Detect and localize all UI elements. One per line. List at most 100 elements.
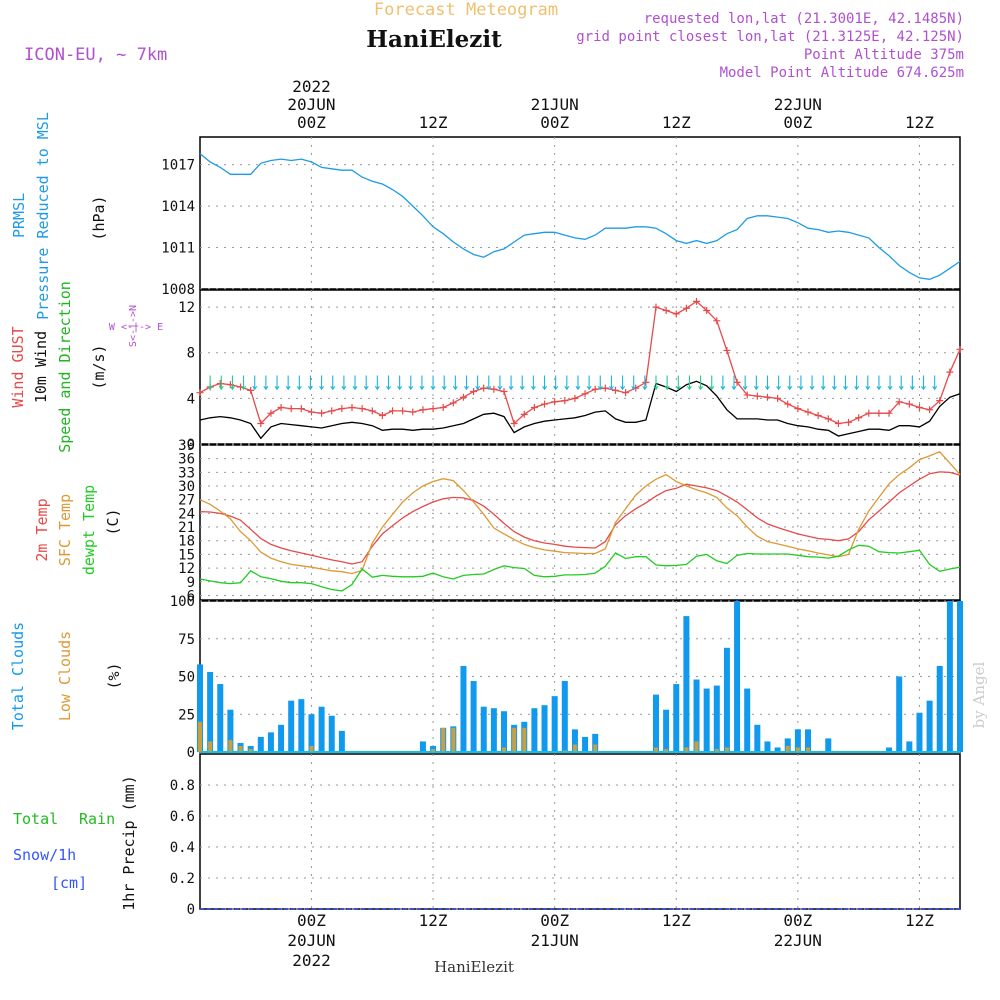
station-title: HaniElezit — [366, 26, 502, 53]
panel-1: 1008 1011 1014 1017 — [161, 136, 961, 298]
wind-arrow — [207, 375, 213, 391]
wind-arrow — [374, 375, 380, 391]
y-tick-label: 8 — [187, 346, 195, 362]
wind-arrow — [854, 375, 860, 391]
gust-marker — [510, 419, 518, 427]
celsius-unit: (C) — [104, 508, 122, 535]
total-cloud-bar — [784, 738, 791, 752]
wind-arrow — [386, 375, 391, 391]
total-cloud-bar — [419, 741, 426, 752]
total-cloud-bar — [683, 616, 690, 752]
total-cloud-bar — [886, 747, 893, 752]
gust-marker — [409, 408, 417, 416]
gust-marker — [915, 403, 923, 411]
total-cloud-bar — [308, 714, 315, 752]
low-cloud-bar — [694, 741, 699, 752]
footer-station: HaniElezit — [434, 958, 514, 976]
low-cloud-bar — [714, 748, 719, 752]
wind-arrow — [642, 375, 648, 391]
y-tick-label: 100 — [170, 594, 195, 610]
gust-marker — [622, 389, 630, 397]
gust-marker — [855, 414, 863, 422]
gust-marker — [693, 297, 701, 305]
low-cloud-bar — [664, 748, 669, 752]
total-cloud-bar — [764, 741, 771, 752]
gust-marker — [784, 400, 792, 408]
top-date-label: 21JUN — [531, 95, 579, 114]
low-cloud-bar — [684, 747, 689, 752]
top-tick-label: 12Z — [662, 113, 691, 132]
total-rain-rain: Rain — [79, 810, 115, 828]
y-tick-label: 18 — [178, 534, 195, 550]
total-cloud-bar — [592, 733, 599, 752]
total-cloud-bar — [318, 706, 325, 752]
y-tick-label: 1008 — [161, 282, 195, 298]
wind-arrow — [341, 375, 347, 391]
top-tick-label: 00Z — [540, 113, 569, 132]
total-cloud-bar — [541, 705, 548, 752]
low-cloud-bar — [562, 750, 567, 752]
model-altitude: Model Point Altitude 674.625m — [720, 65, 964, 81]
gust-marker — [459, 393, 467, 401]
total-cloud-bar — [734, 601, 741, 752]
gust-marker — [601, 384, 609, 392]
y-tick-label: 1014 — [161, 199, 195, 215]
bottom-year-label: 2022 — [292, 951, 331, 970]
panel-5: 0 0.2 0.4 0.6 0.8 — [170, 753, 961, 918]
y-tick-label: 36 — [178, 452, 195, 468]
low-cloud-bar — [431, 748, 436, 752]
total-clouds-label: Total Clouds — [9, 622, 27, 730]
gust-marker — [571, 394, 579, 402]
low-cloud-bar — [512, 727, 517, 752]
panel-frame — [199, 444, 961, 601]
bottom-tick-label: 00Z — [540, 911, 569, 930]
compass-we: W <-|-> E — [109, 322, 163, 333]
total-cloud-bar — [754, 724, 761, 752]
total-cloud-bar — [571, 729, 578, 752]
percent-unit: (%) — [105, 662, 123, 689]
total-cloud-bar — [896, 676, 903, 752]
gust-marker — [267, 409, 275, 417]
y-tick-label: 0 — [187, 437, 195, 453]
gust-marker — [378, 411, 386, 419]
total-cloud-bar — [217, 684, 224, 752]
gust-marker — [328, 407, 336, 415]
gust-marker — [611, 386, 619, 394]
wind-arrow — [742, 375, 748, 391]
total-cloud-bar — [794, 729, 801, 752]
low-cloud-bar — [724, 747, 729, 752]
panel-frame — [199, 289, 961, 445]
wind-arrow — [252, 375, 258, 391]
wind-arrow — [319, 375, 325, 391]
wind-arrow — [229, 375, 235, 391]
total-cloud-bar — [653, 694, 659, 752]
top-tick-label: 12Z — [419, 113, 448, 132]
total-cloud-bar — [328, 715, 335, 752]
total-cloud-bar — [480, 706, 487, 752]
total-cloud-bar — [338, 730, 345, 752]
y-tick-label: 33 — [178, 465, 195, 481]
gust-marker — [257, 419, 265, 427]
sfc-temp-label: SFC Temp — [56, 494, 74, 566]
gust-marker — [753, 392, 761, 400]
gust-marker — [895, 398, 903, 406]
gust-marker — [358, 405, 366, 413]
gridpoint-coords: grid point closest lon,lat (21.3125E, 42… — [576, 29, 964, 45]
total-cloud-bar — [197, 664, 203, 752]
wind-arrow — [508, 375, 514, 391]
low-cloud-bar — [309, 745, 314, 752]
gust-marker — [399, 407, 407, 415]
model-label: ICON-EU, ~ 7km — [24, 45, 167, 65]
bottom-tick-label: 12Z — [905, 911, 934, 930]
top-tick-label: 12Z — [905, 113, 934, 132]
gust-marker — [216, 380, 224, 388]
gust-marker — [368, 407, 376, 415]
wind-arrow — [274, 375, 280, 391]
sfc-temp-line — [199, 451, 961, 575]
prmsl-line — [199, 153, 961, 280]
wind-arrow — [597, 375, 603, 391]
total-cloud-bar — [946, 601, 953, 752]
panel-4: 0 25 50 75 100 — [170, 594, 963, 761]
low-cloud-bar — [522, 727, 527, 752]
